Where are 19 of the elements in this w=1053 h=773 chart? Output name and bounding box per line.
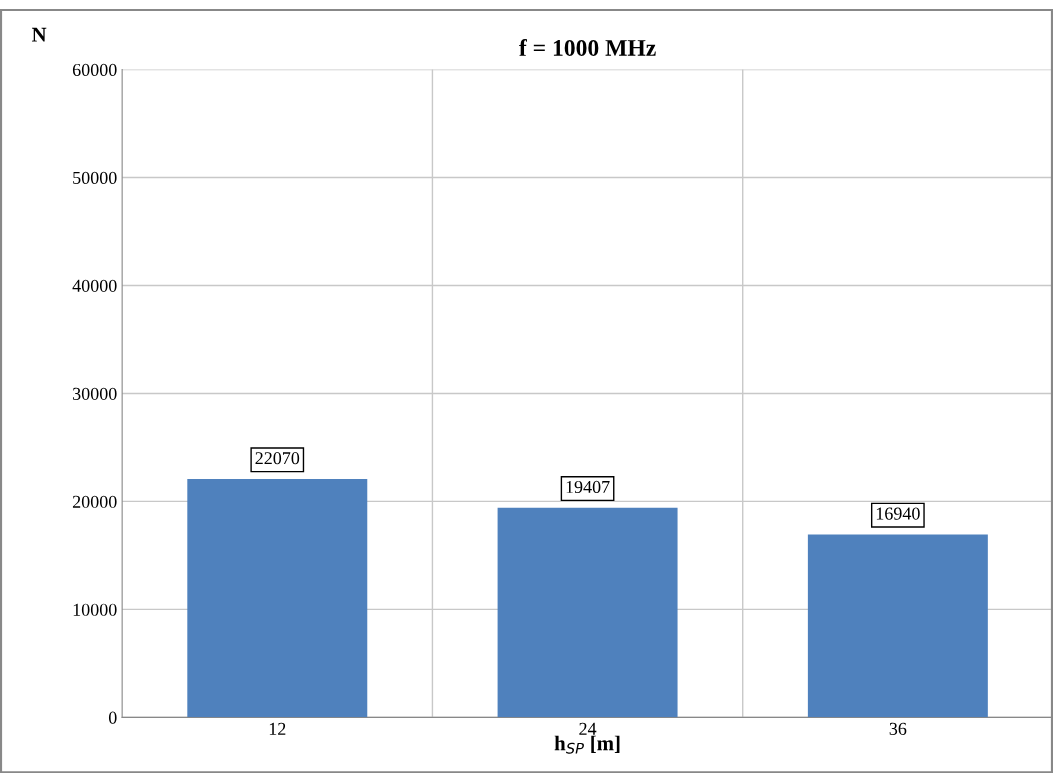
x-axis-title: h$_{SP}$ [m] xyxy=(554,735,620,754)
chart-title: f = 1000 MHz xyxy=(519,39,656,56)
bar xyxy=(497,507,678,718)
x-tick-label: 36 xyxy=(889,722,907,735)
data-label: 22070 xyxy=(255,452,300,465)
y-tick-label: 60000 xyxy=(72,63,117,77)
data-label: 19407 xyxy=(566,480,610,494)
y-tick-label: 30000 xyxy=(73,387,117,400)
y-tick-label: 0 xyxy=(108,711,117,724)
y-tick-label: 50000 xyxy=(73,171,117,184)
x-tick-label: 12 xyxy=(269,722,286,735)
y-tick-label: 40000 xyxy=(72,279,117,292)
x-tick-label: 24 xyxy=(579,722,597,735)
bar xyxy=(187,479,368,718)
data-label: 16940 xyxy=(876,507,920,520)
y-axis-title: N xyxy=(31,27,47,42)
y-tick-label: 10000 xyxy=(73,603,117,616)
y-tick-label: 20000 xyxy=(72,495,117,508)
bar xyxy=(807,534,988,718)
